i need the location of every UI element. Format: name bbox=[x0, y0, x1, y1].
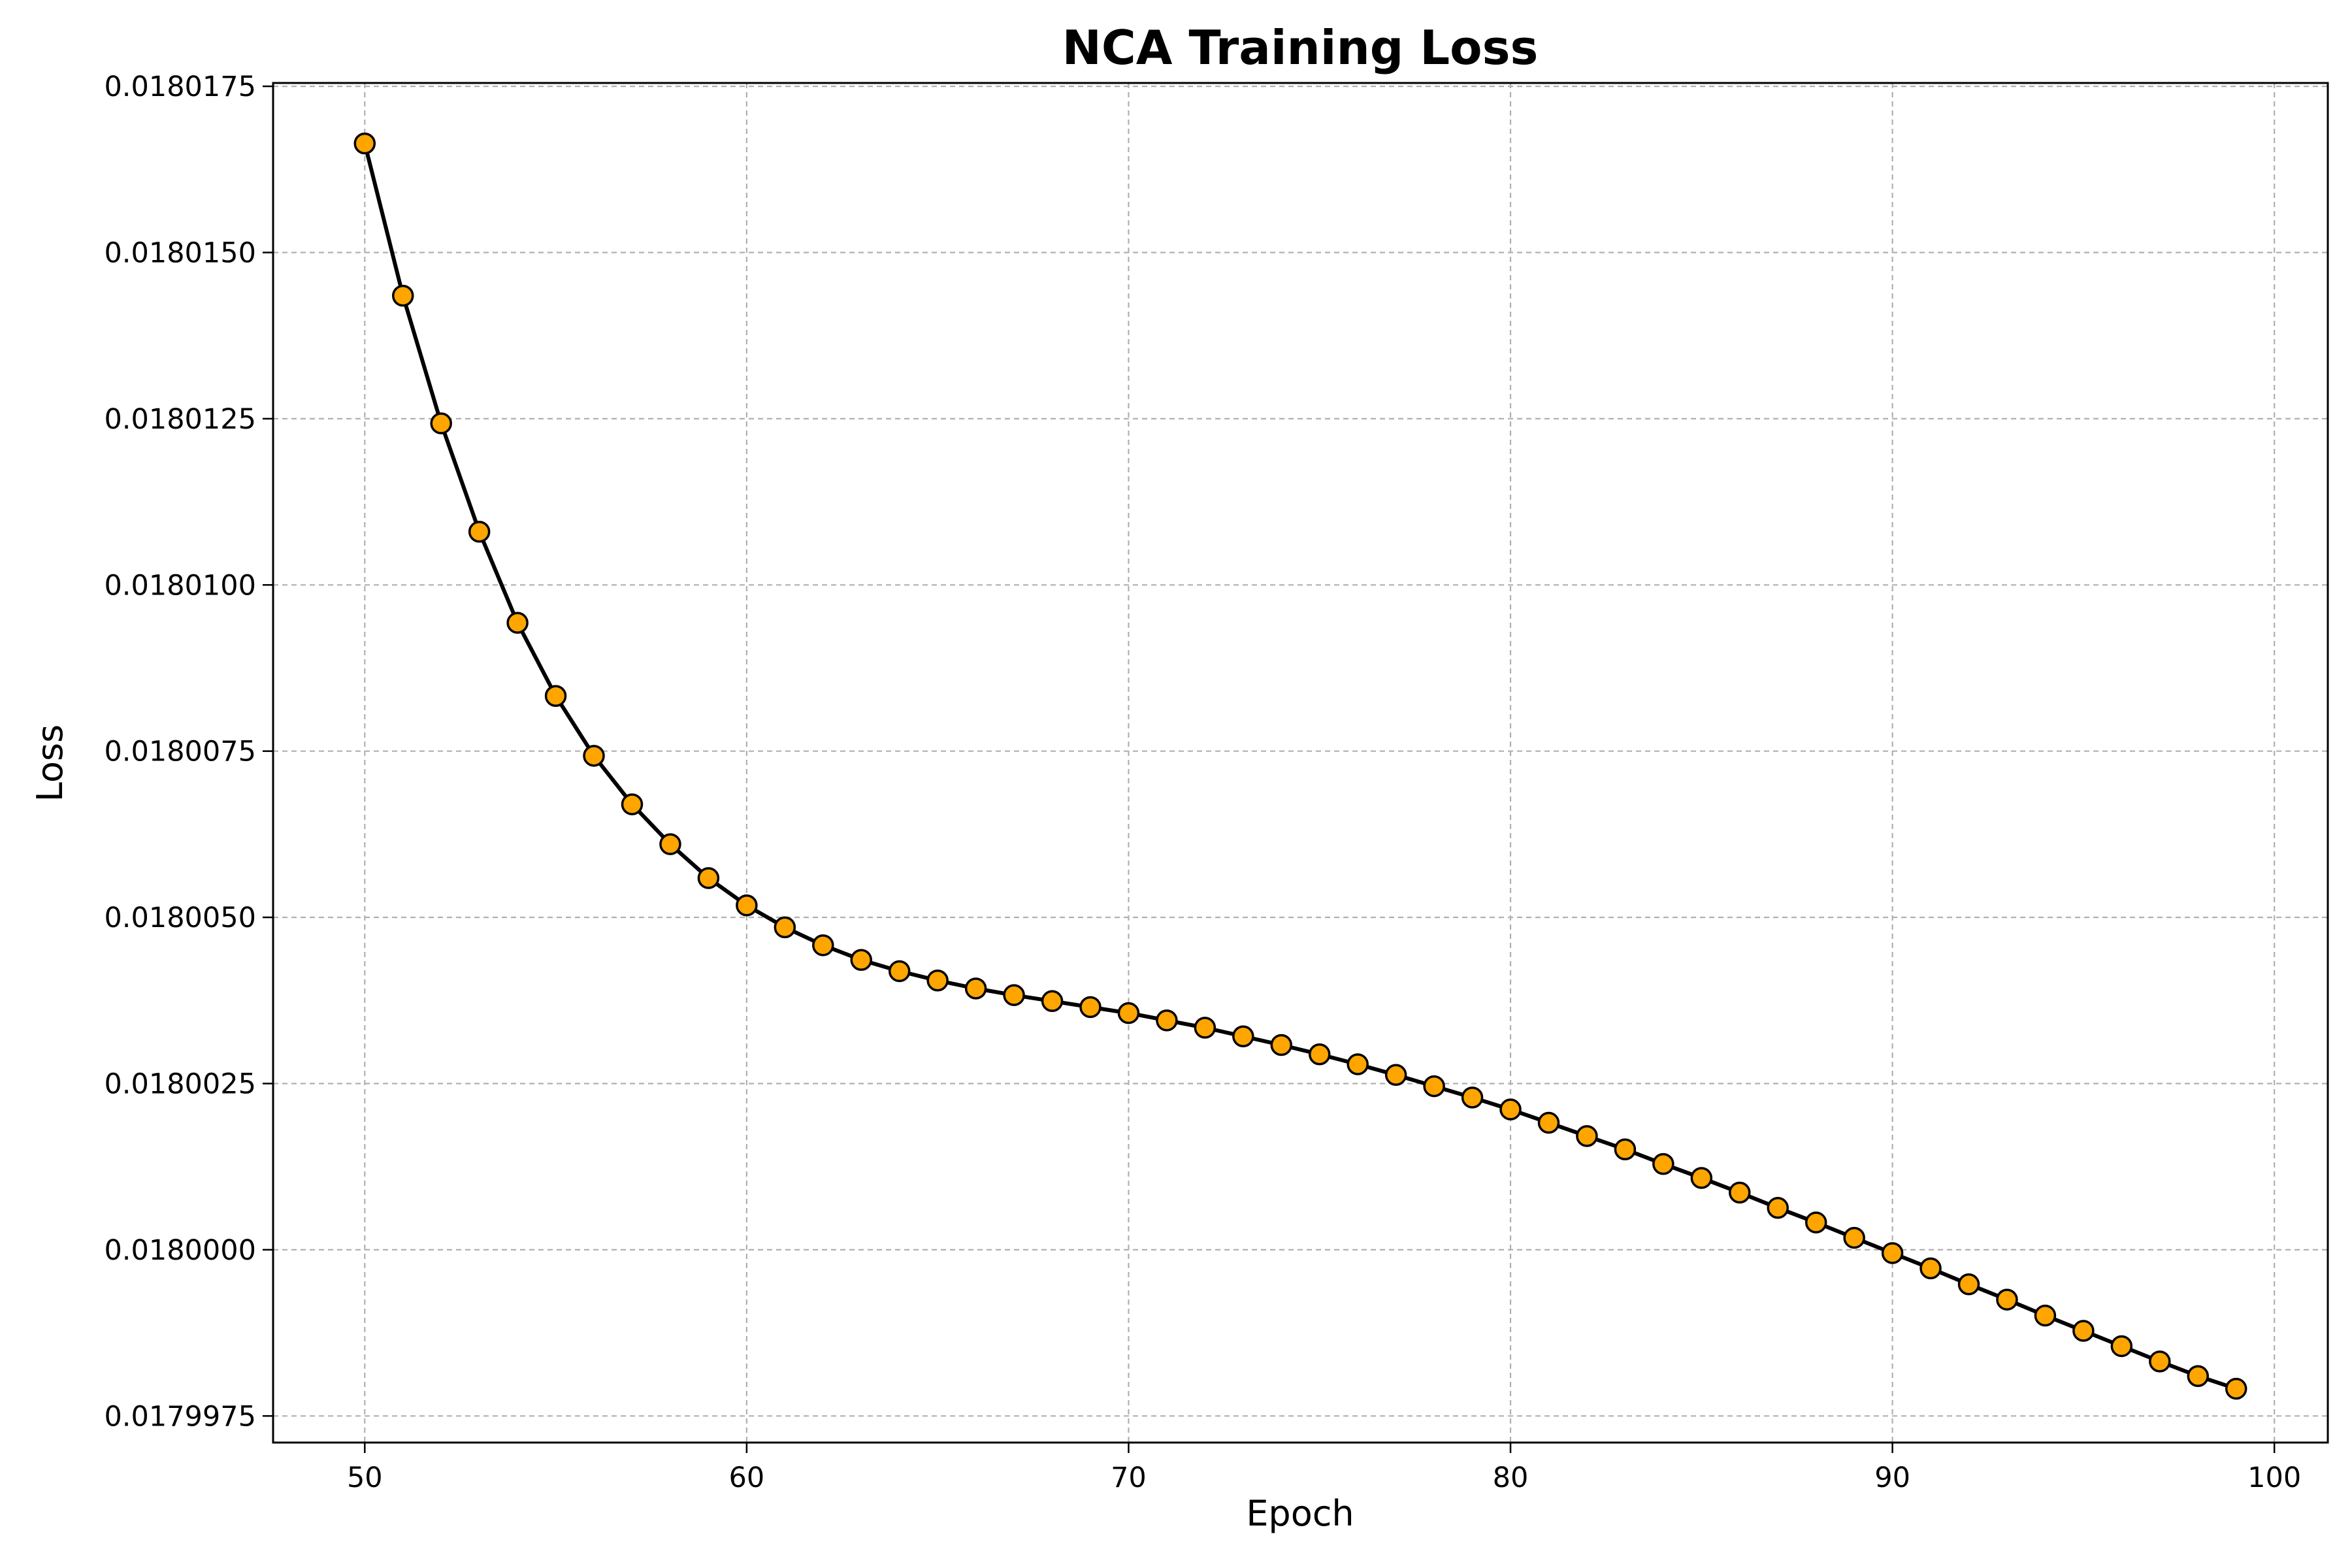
data-point bbox=[2149, 1350, 2171, 1373]
data-point bbox=[544, 685, 567, 707]
data-point bbox=[2072, 1320, 2095, 1342]
data-point bbox=[1156, 1009, 1178, 1032]
data-point bbox=[1117, 1002, 1140, 1024]
data-point bbox=[926, 970, 949, 992]
x-tick-label: 100 bbox=[2247, 1462, 2301, 1494]
x-tick-label: 80 bbox=[1493, 1462, 1529, 1494]
data-point bbox=[1729, 1181, 1751, 1204]
data-point bbox=[1003, 984, 1025, 1006]
y-tick-label: 0.0180100 bbox=[104, 569, 256, 602]
data-point bbox=[1996, 1288, 2018, 1311]
data-point bbox=[1194, 1017, 1217, 1039]
data-point bbox=[1499, 1098, 1522, 1120]
y-axis-label: Loss bbox=[29, 725, 71, 802]
data-point bbox=[1919, 1257, 1942, 1280]
data-point bbox=[1767, 1197, 1789, 1219]
y-tick-label: 0.0179975 bbox=[104, 1400, 256, 1433]
data-point bbox=[1537, 1111, 1560, 1134]
data-point bbox=[2110, 1335, 2133, 1358]
y-tick-label: 0.0180150 bbox=[104, 237, 256, 269]
data-point bbox=[1270, 1034, 1293, 1056]
y-tick-label: 0.0180000 bbox=[104, 1234, 256, 1267]
x-tick-label: 90 bbox=[1874, 1462, 1910, 1494]
y-tick-label: 0.0180025 bbox=[104, 1068, 256, 1100]
x-tick-label: 70 bbox=[1111, 1462, 1147, 1494]
data-point bbox=[1881, 1242, 1904, 1264]
x-axis-label: Epoch bbox=[1246, 1493, 1354, 1534]
data-point bbox=[659, 833, 681, 855]
data-point bbox=[2034, 1304, 2057, 1327]
data-point bbox=[888, 960, 911, 983]
data-point bbox=[1614, 1138, 1637, 1160]
data-point bbox=[1843, 1226, 1865, 1249]
y-tick-label: 0.0180175 bbox=[104, 71, 256, 103]
data-point bbox=[1805, 1211, 1827, 1233]
data-point bbox=[1079, 996, 1102, 1019]
data-point bbox=[392, 284, 414, 307]
data-point bbox=[353, 132, 376, 155]
x-tick-label: 50 bbox=[347, 1462, 383, 1494]
data-point bbox=[2225, 1377, 2247, 1400]
data-point bbox=[1652, 1152, 1674, 1175]
axis-ticks: 50 60 70 80 90 100 0.0179975 0.0180000 0.0180025… bbox=[104, 71, 2301, 1494]
data-point bbox=[774, 916, 796, 939]
data-point bbox=[697, 867, 720, 889]
x-tick-label: 60 bbox=[729, 1462, 765, 1494]
data-point bbox=[964, 977, 987, 1000]
series-line bbox=[363, 141, 2238, 1391]
data-point bbox=[1957, 1273, 1980, 1296]
data-point bbox=[1041, 990, 1064, 1013]
data-point bbox=[1576, 1125, 1598, 1147]
series-markers bbox=[353, 132, 2247, 1400]
data-point bbox=[850, 949, 872, 971]
data-point bbox=[1423, 1075, 1445, 1098]
grid bbox=[273, 83, 2328, 1443]
data-point bbox=[1690, 1167, 1713, 1189]
data-point bbox=[812, 934, 834, 956]
data-point bbox=[583, 745, 605, 767]
data-point bbox=[1232, 1025, 1254, 1047]
data-point bbox=[1347, 1053, 1369, 1075]
data-point bbox=[468, 521, 491, 543]
chart-title: NCA Training Loss bbox=[1062, 20, 1539, 75]
data-point bbox=[736, 894, 758, 917]
data-point bbox=[2187, 1365, 2209, 1387]
y-tick-label: 0.0180125 bbox=[104, 403, 256, 436]
data-point bbox=[1384, 1064, 1407, 1086]
data-point bbox=[430, 412, 452, 434]
data-point bbox=[1308, 1043, 1331, 1066]
data-point bbox=[621, 793, 644, 815]
plot-frame bbox=[272, 82, 2329, 1444]
y-tick-label: 0.0180075 bbox=[104, 736, 256, 768]
data-point bbox=[1461, 1086, 1484, 1109]
data-point bbox=[506, 612, 529, 634]
y-tick-label: 0.0180050 bbox=[104, 902, 256, 934]
